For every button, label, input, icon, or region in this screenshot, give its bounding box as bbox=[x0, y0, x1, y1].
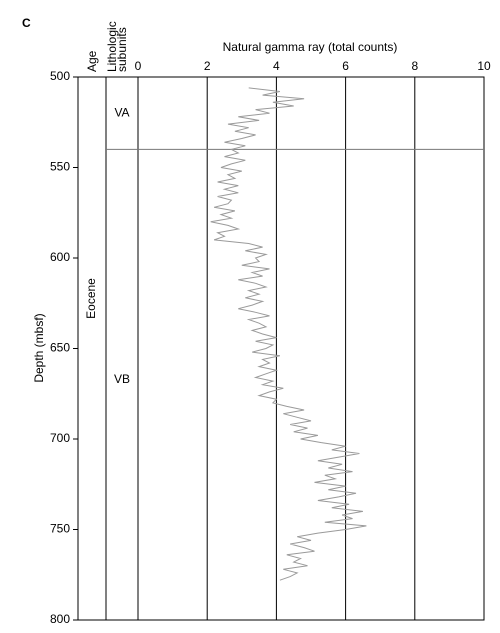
x-tick-label: 8 bbox=[411, 59, 418, 73]
plot-frame bbox=[137, 76, 485, 621]
panel-label: C bbox=[22, 16, 31, 30]
x-tick-label: 10 bbox=[477, 59, 491, 73]
y-tick-label: 500 bbox=[50, 69, 70, 83]
age-column bbox=[77, 76, 107, 621]
subunit-label: VA bbox=[114, 105, 129, 119]
y-tick-label: 650 bbox=[50, 341, 70, 355]
age-label: Eocene bbox=[84, 278, 98, 319]
gamma-log bbox=[210, 87, 367, 581]
y-axis-label: Depth (mbsf) bbox=[32, 313, 46, 382]
subunit-label: VB bbox=[114, 372, 130, 386]
chart-title: Natural gamma ray (total counts) bbox=[223, 40, 398, 54]
subunit-column bbox=[105, 76, 139, 621]
subunit-header: Lithologicsubunits bbox=[105, 21, 129, 72]
y-tick-label: 600 bbox=[50, 250, 70, 264]
age-header: Age bbox=[85, 50, 99, 72]
x-tick-label: 0 bbox=[135, 59, 142, 73]
x-tick-label: 2 bbox=[204, 59, 211, 73]
x-tick-label: 6 bbox=[342, 59, 349, 73]
y-tick-label: 750 bbox=[50, 522, 70, 536]
x-tick-label: 4 bbox=[273, 59, 280, 73]
y-tick-label: 800 bbox=[50, 612, 70, 626]
y-tick-label: 700 bbox=[50, 431, 70, 445]
y-tick-label: 550 bbox=[50, 160, 70, 174]
